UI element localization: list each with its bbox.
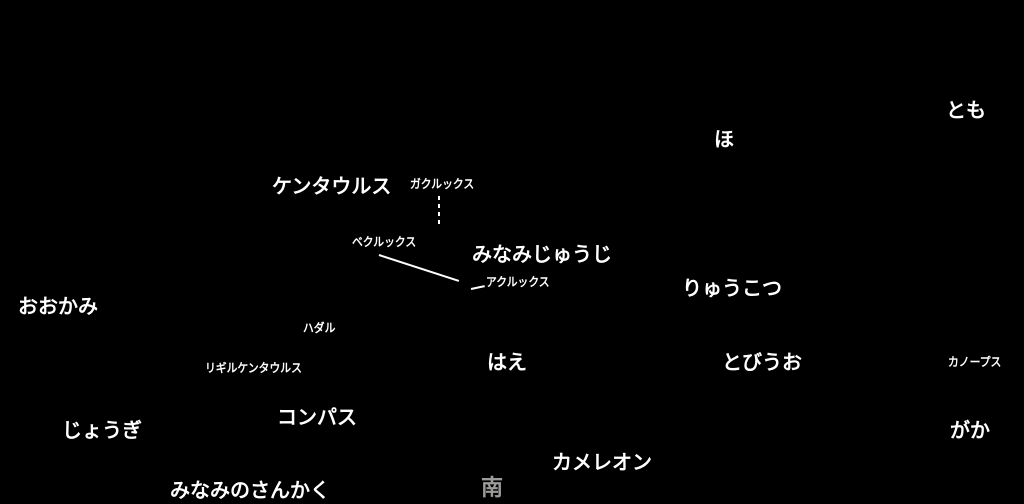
constellation-label-puppis: とも [946, 98, 986, 122]
constellation-label-vela: ほ [714, 127, 734, 151]
star-label-canopus: カノープス [948, 355, 1002, 369]
constellation-label-carina: りゅうこつ [682, 276, 782, 300]
constellation-label-norma: じょうぎ [62, 418, 142, 442]
constellation-label-crux: みなみじゅうじ [472, 242, 612, 266]
star-label-hadar: ハダル [303, 321, 336, 335]
star-label-rigil-kentaurus: リギルケンタウルス [205, 361, 302, 375]
leader-line-acrux [470, 285, 485, 290]
leader-line-becrux [378, 254, 460, 282]
constellation-label-lupus: おおかみ [18, 294, 98, 318]
constellation-label-musca: はえ [487, 350, 527, 374]
constellation-label-pictor: がか [950, 418, 990, 442]
cardinal-direction-south: 南 [481, 476, 504, 501]
leader-line-gacrux [438, 196, 440, 224]
constellation-label-centaurus: ケンタウルス [272, 174, 392, 198]
constellation-label-triangulum-australe: みなみのさんかく [170, 478, 330, 502]
constellation-label-chamaeleon: カメレオン [552, 450, 652, 474]
constellation-label-circinus: コンパス [277, 405, 357, 429]
star-label-becrux: ベクルックス [352, 235, 417, 249]
constellation-label-volans: とびうお [722, 350, 802, 374]
star-label-gacrux: ガクルックス [410, 177, 475, 191]
star-label-acrux: アクルックス [486, 275, 550, 289]
